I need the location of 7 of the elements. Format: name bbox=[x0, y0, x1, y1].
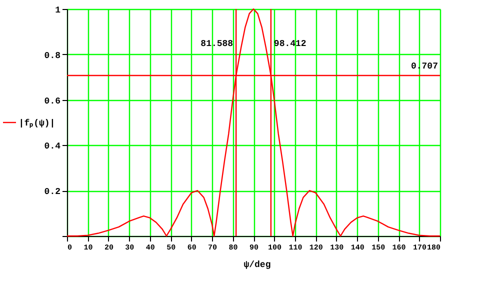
y-tick-label: 0.4 bbox=[44, 142, 62, 152]
x-axis-title: ψ/deg bbox=[244, 260, 271, 270]
y-tick-label: 1 bbox=[55, 6, 62, 16]
y-tick-label: 0.6 bbox=[44, 96, 60, 106]
y-tick-label: 0.8 bbox=[44, 50, 60, 61]
y-tick-label: 0.2 bbox=[44, 187, 60, 198]
legend-label: |fₚ(ψ)| bbox=[18, 118, 56, 128]
